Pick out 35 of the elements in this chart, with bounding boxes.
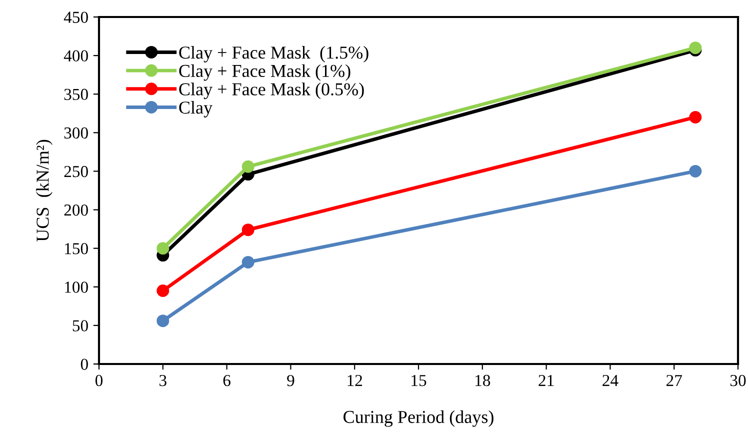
point	[242, 160, 254, 173]
x-tick-label: 24	[602, 374, 618, 386]
x-tick-label: 27	[666, 374, 682, 386]
x-tick-label: 12	[348, 374, 362, 386]
y-tick-label: 200	[64, 204, 88, 216]
y-tick-label: 400	[64, 50, 88, 62]
x-tick-label: 30	[730, 374, 746, 386]
legend-label: Clay + Face Mask (1.5%)	[179, 46, 368, 62]
legend-label: Clay + Face Mask (1%)	[179, 64, 350, 81]
point	[689, 110, 702, 124]
x-axis-title: Curing Period (days)	[344, 410, 494, 427]
x-tick-label: 6	[223, 374, 230, 386]
point	[156, 242, 170, 255]
y-tick-label: 0	[80, 358, 88, 370]
point	[242, 224, 254, 236]
y-tick-label: 300	[64, 127, 88, 139]
y-tick-label: 350	[64, 88, 88, 100]
y-axis-title: UCS (kN/m²)	[36, 140, 52, 242]
x-tick-label: 15	[412, 374, 426, 386]
point	[242, 256, 254, 268]
y-tick-label: 250	[64, 166, 88, 178]
y-tick-label: 100	[65, 282, 88, 293]
legend-label: Clay	[179, 101, 212, 118]
y-tick-label: 450	[64, 12, 88, 23]
x-tick-label: 21	[538, 374, 554, 386]
y-tick-label: 150	[65, 243, 88, 254]
x-tick-label: 0	[95, 374, 103, 386]
x-tick-label: 18	[476, 374, 490, 386]
x-tick-label: 9	[287, 374, 294, 386]
x-tick-label: 3	[160, 374, 166, 386]
legend-label: Clay + Face Mask (0.5%)	[179, 82, 364, 100]
point	[156, 284, 170, 297]
y-tick-label: 50	[72, 320, 88, 332]
point	[156, 314, 170, 328]
point	[689, 164, 702, 178]
